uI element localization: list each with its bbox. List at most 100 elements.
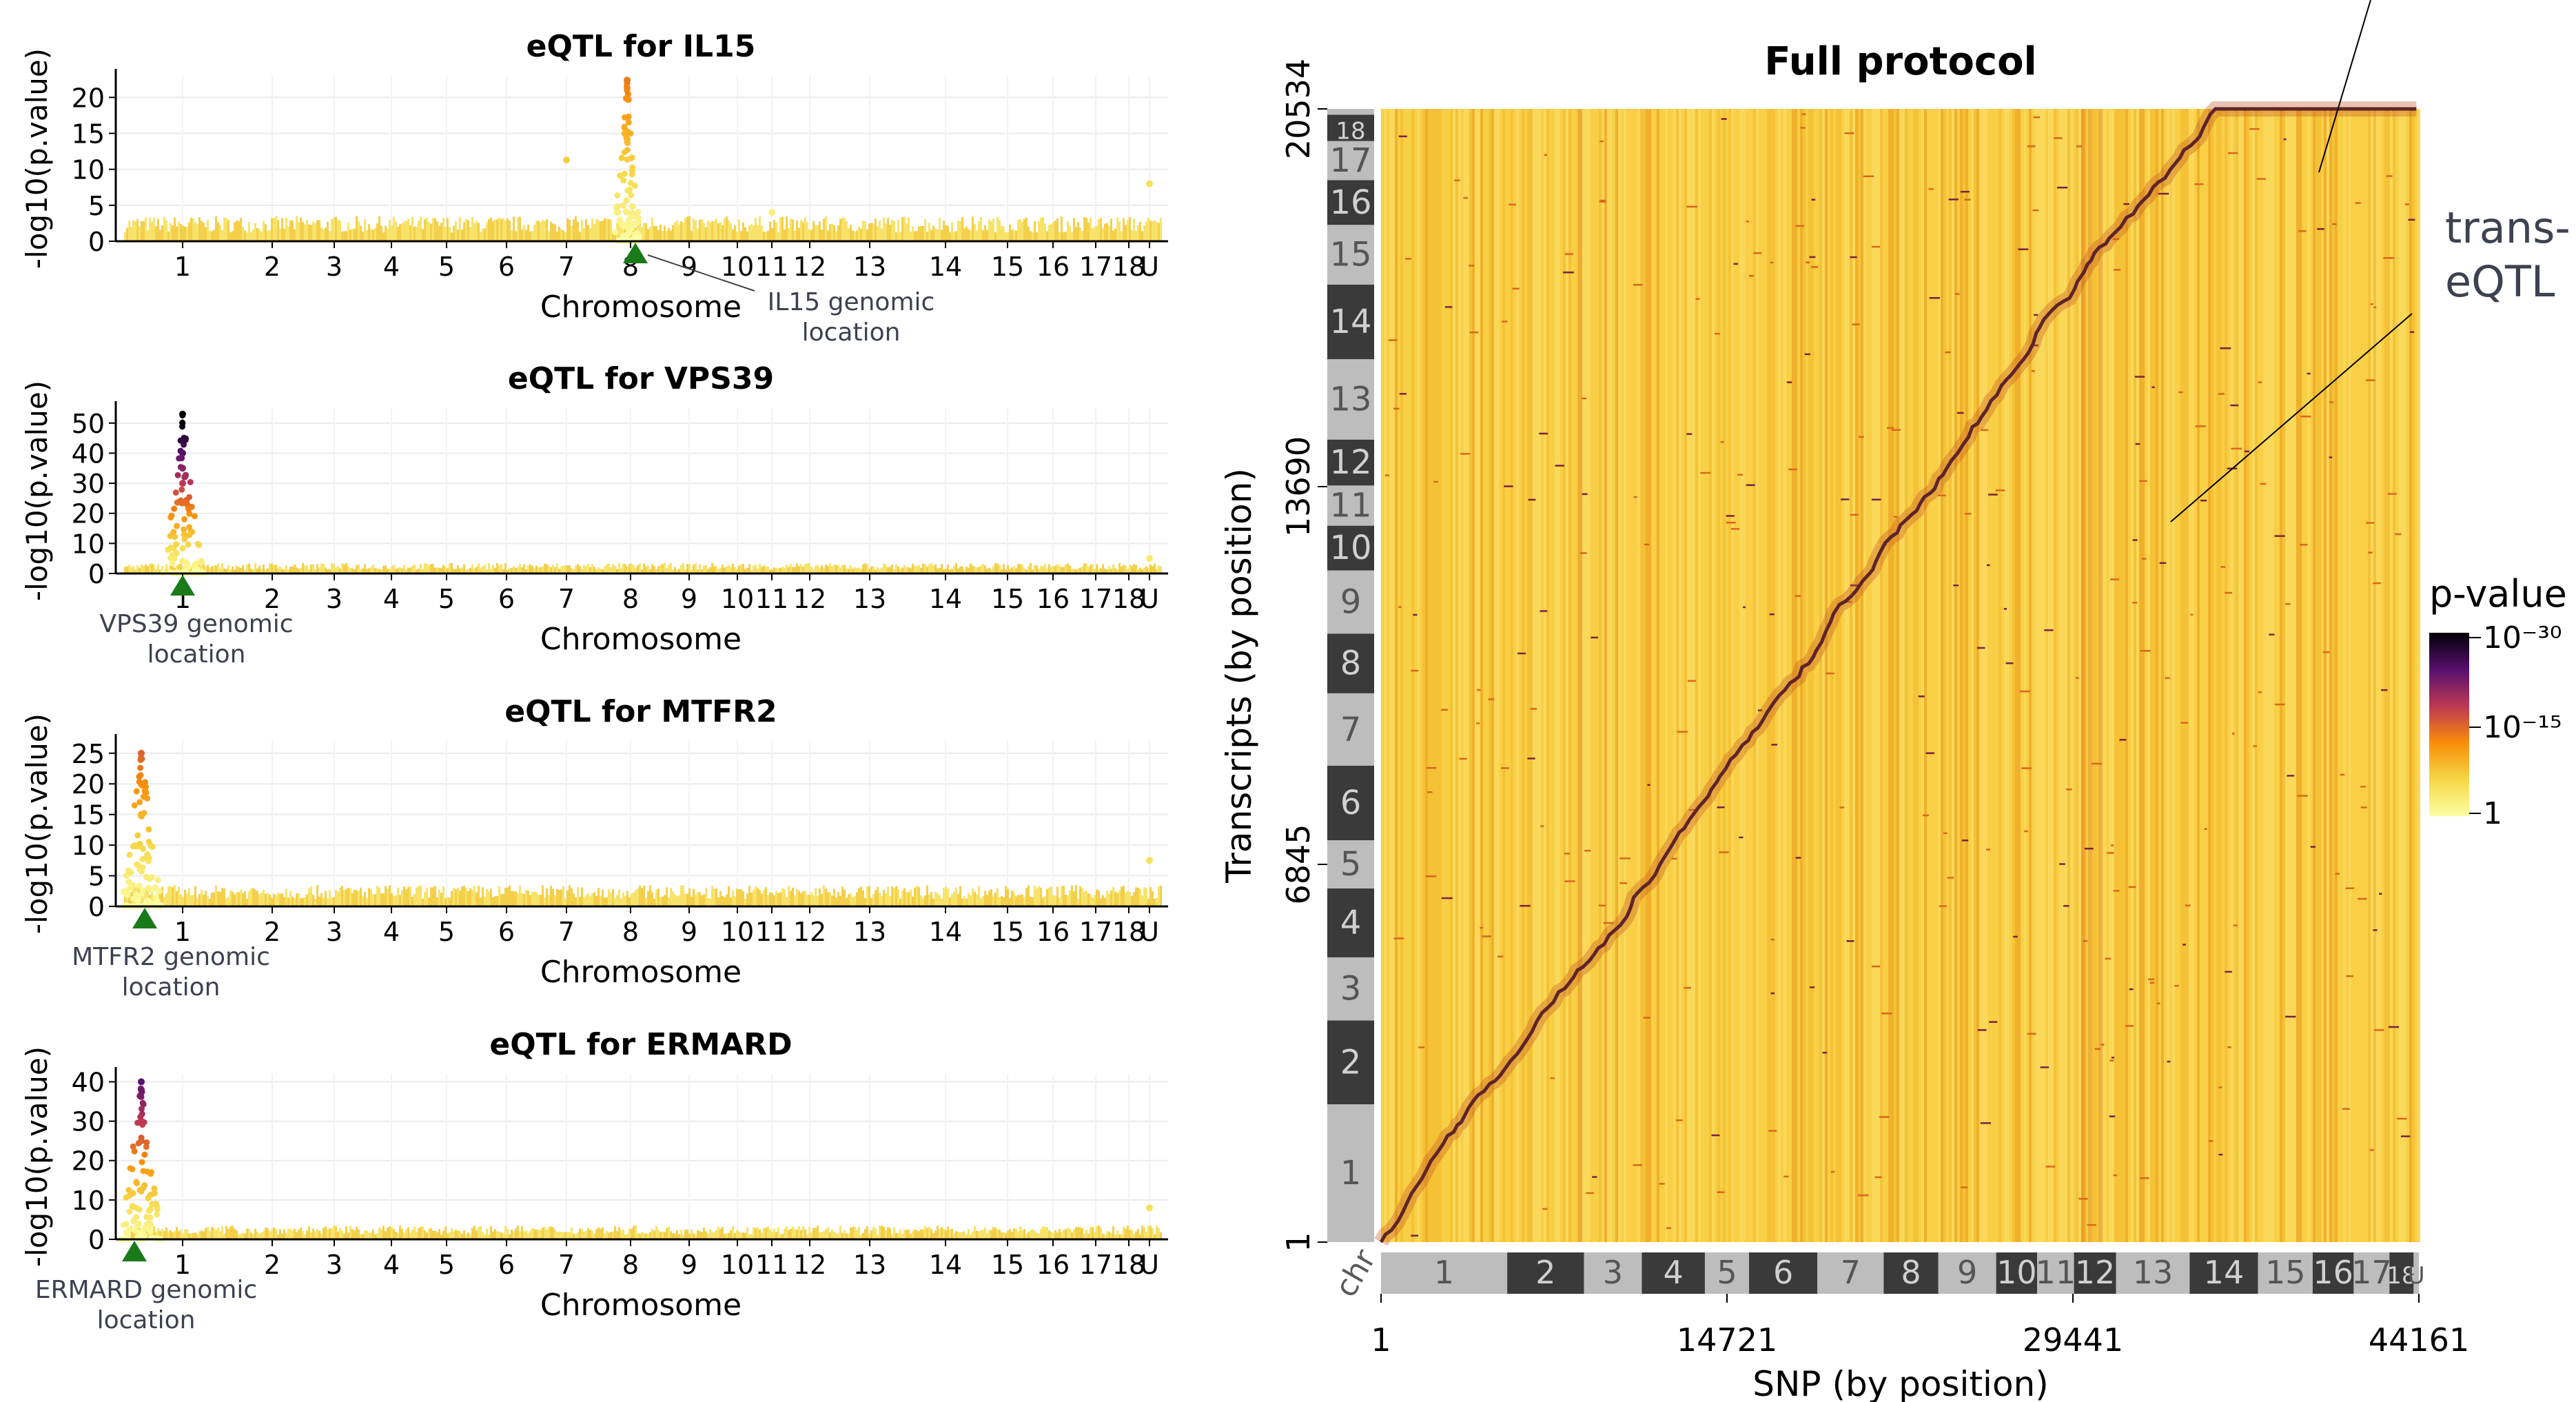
baseline-point xyxy=(1149,564,1152,573)
trans-hit xyxy=(2141,558,2147,560)
baseline-point xyxy=(236,220,238,241)
baseline-point xyxy=(804,1229,806,1239)
baseline-point xyxy=(579,232,581,241)
chromosome-band-label: 14 xyxy=(2204,1254,2245,1291)
baseline-point xyxy=(767,1226,769,1239)
heat-column xyxy=(2382,109,2384,1242)
heat-column xyxy=(2183,109,2186,1242)
baseline-point xyxy=(167,231,170,241)
baseline-point xyxy=(1131,565,1133,573)
baseline-point xyxy=(275,1228,277,1239)
baseline-point xyxy=(860,1234,862,1239)
trans-hit xyxy=(2027,1033,2036,1035)
x-tick-label: 29441 xyxy=(2023,1321,2123,1359)
trans-hit xyxy=(1509,203,1516,206)
heat-column xyxy=(2051,109,2054,1242)
baseline-point xyxy=(378,1227,380,1239)
snp-point xyxy=(138,1086,145,1093)
heat-column xyxy=(1511,109,1513,1242)
baseline-point xyxy=(705,1231,707,1239)
baseline-point xyxy=(126,566,128,573)
baseline-point xyxy=(552,565,554,573)
baseline-point xyxy=(227,220,229,241)
baseline-point xyxy=(939,567,941,573)
snp-point xyxy=(131,802,138,809)
heat-column xyxy=(1491,109,1494,1242)
baseline-point xyxy=(473,886,476,906)
baseline-point xyxy=(399,895,401,906)
heat-column xyxy=(1770,109,1772,1242)
heat-column xyxy=(2114,109,2117,1242)
trans-hit xyxy=(1619,882,1628,884)
baseline-point xyxy=(697,891,699,906)
baseline-point xyxy=(643,223,645,241)
baseline-point xyxy=(403,565,405,573)
baseline-point xyxy=(1094,895,1096,906)
baseline-point xyxy=(786,897,788,906)
baseline-point xyxy=(823,885,825,906)
baseline-point xyxy=(287,226,289,241)
baseline-point xyxy=(1019,564,1021,573)
baseline-point xyxy=(606,219,608,241)
baseline-point xyxy=(139,567,141,573)
baseline-point xyxy=(835,1232,837,1239)
baseline-point xyxy=(329,231,331,241)
baseline-point xyxy=(292,1230,294,1239)
heat-column xyxy=(1662,109,1665,1242)
heat-column xyxy=(2329,109,2332,1242)
baseline-point xyxy=(225,1226,227,1239)
baseline-point xyxy=(1085,891,1087,906)
baseline-point xyxy=(1094,569,1096,573)
baseline-point xyxy=(184,226,186,241)
baseline-point xyxy=(693,1232,695,1239)
baseline-point xyxy=(438,889,440,906)
trans-hit xyxy=(2355,202,2361,204)
baseline-point xyxy=(825,888,827,906)
y-tick-label: 15 xyxy=(72,119,105,149)
baseline-point xyxy=(254,223,256,241)
baseline-point xyxy=(701,895,703,906)
baseline-point xyxy=(397,226,399,241)
chromosome-band xyxy=(1327,888,1374,957)
heat-column xyxy=(2255,109,2258,1242)
baseline-point xyxy=(972,888,974,906)
baseline-point xyxy=(827,230,829,241)
trans-hit xyxy=(1564,880,1575,882)
snp-point xyxy=(126,1208,133,1215)
heat-column xyxy=(2371,109,2373,1242)
baseline-point xyxy=(141,564,143,573)
baseline-point xyxy=(963,569,965,573)
heat-column xyxy=(2197,109,2200,1242)
baseline-point xyxy=(277,1234,279,1239)
baseline-point xyxy=(819,221,821,241)
baseline-point xyxy=(316,564,318,573)
baseline-point xyxy=(1133,892,1135,906)
trans-hit xyxy=(2329,401,2333,403)
trans-hit xyxy=(1795,225,1805,227)
baseline-point xyxy=(943,569,945,573)
snp-point xyxy=(148,874,155,881)
cis-eqtl-diagonal xyxy=(1379,107,2417,1243)
heat-column xyxy=(1593,109,1596,1242)
y-tick-label: 20 xyxy=(72,769,105,800)
baseline-point xyxy=(186,1229,188,1239)
baseline-point xyxy=(1104,223,1106,241)
baseline-point xyxy=(246,1228,248,1239)
heat-column xyxy=(1999,109,2001,1242)
baseline-point xyxy=(978,886,980,906)
baseline-point xyxy=(821,893,823,906)
baseline-point xyxy=(835,565,837,573)
baseline-point xyxy=(236,565,238,573)
baseline-point xyxy=(1011,890,1013,906)
baseline-point xyxy=(573,219,575,241)
snp-point xyxy=(629,164,636,171)
heat-column xyxy=(1409,109,1411,1242)
heat-column xyxy=(2227,109,2230,1242)
baseline-point xyxy=(207,219,209,241)
baseline-point xyxy=(275,216,277,241)
baseline-point xyxy=(306,894,308,906)
heat-column xyxy=(1535,109,1538,1242)
baseline-point xyxy=(1090,217,1092,241)
baseline-point xyxy=(868,569,870,573)
